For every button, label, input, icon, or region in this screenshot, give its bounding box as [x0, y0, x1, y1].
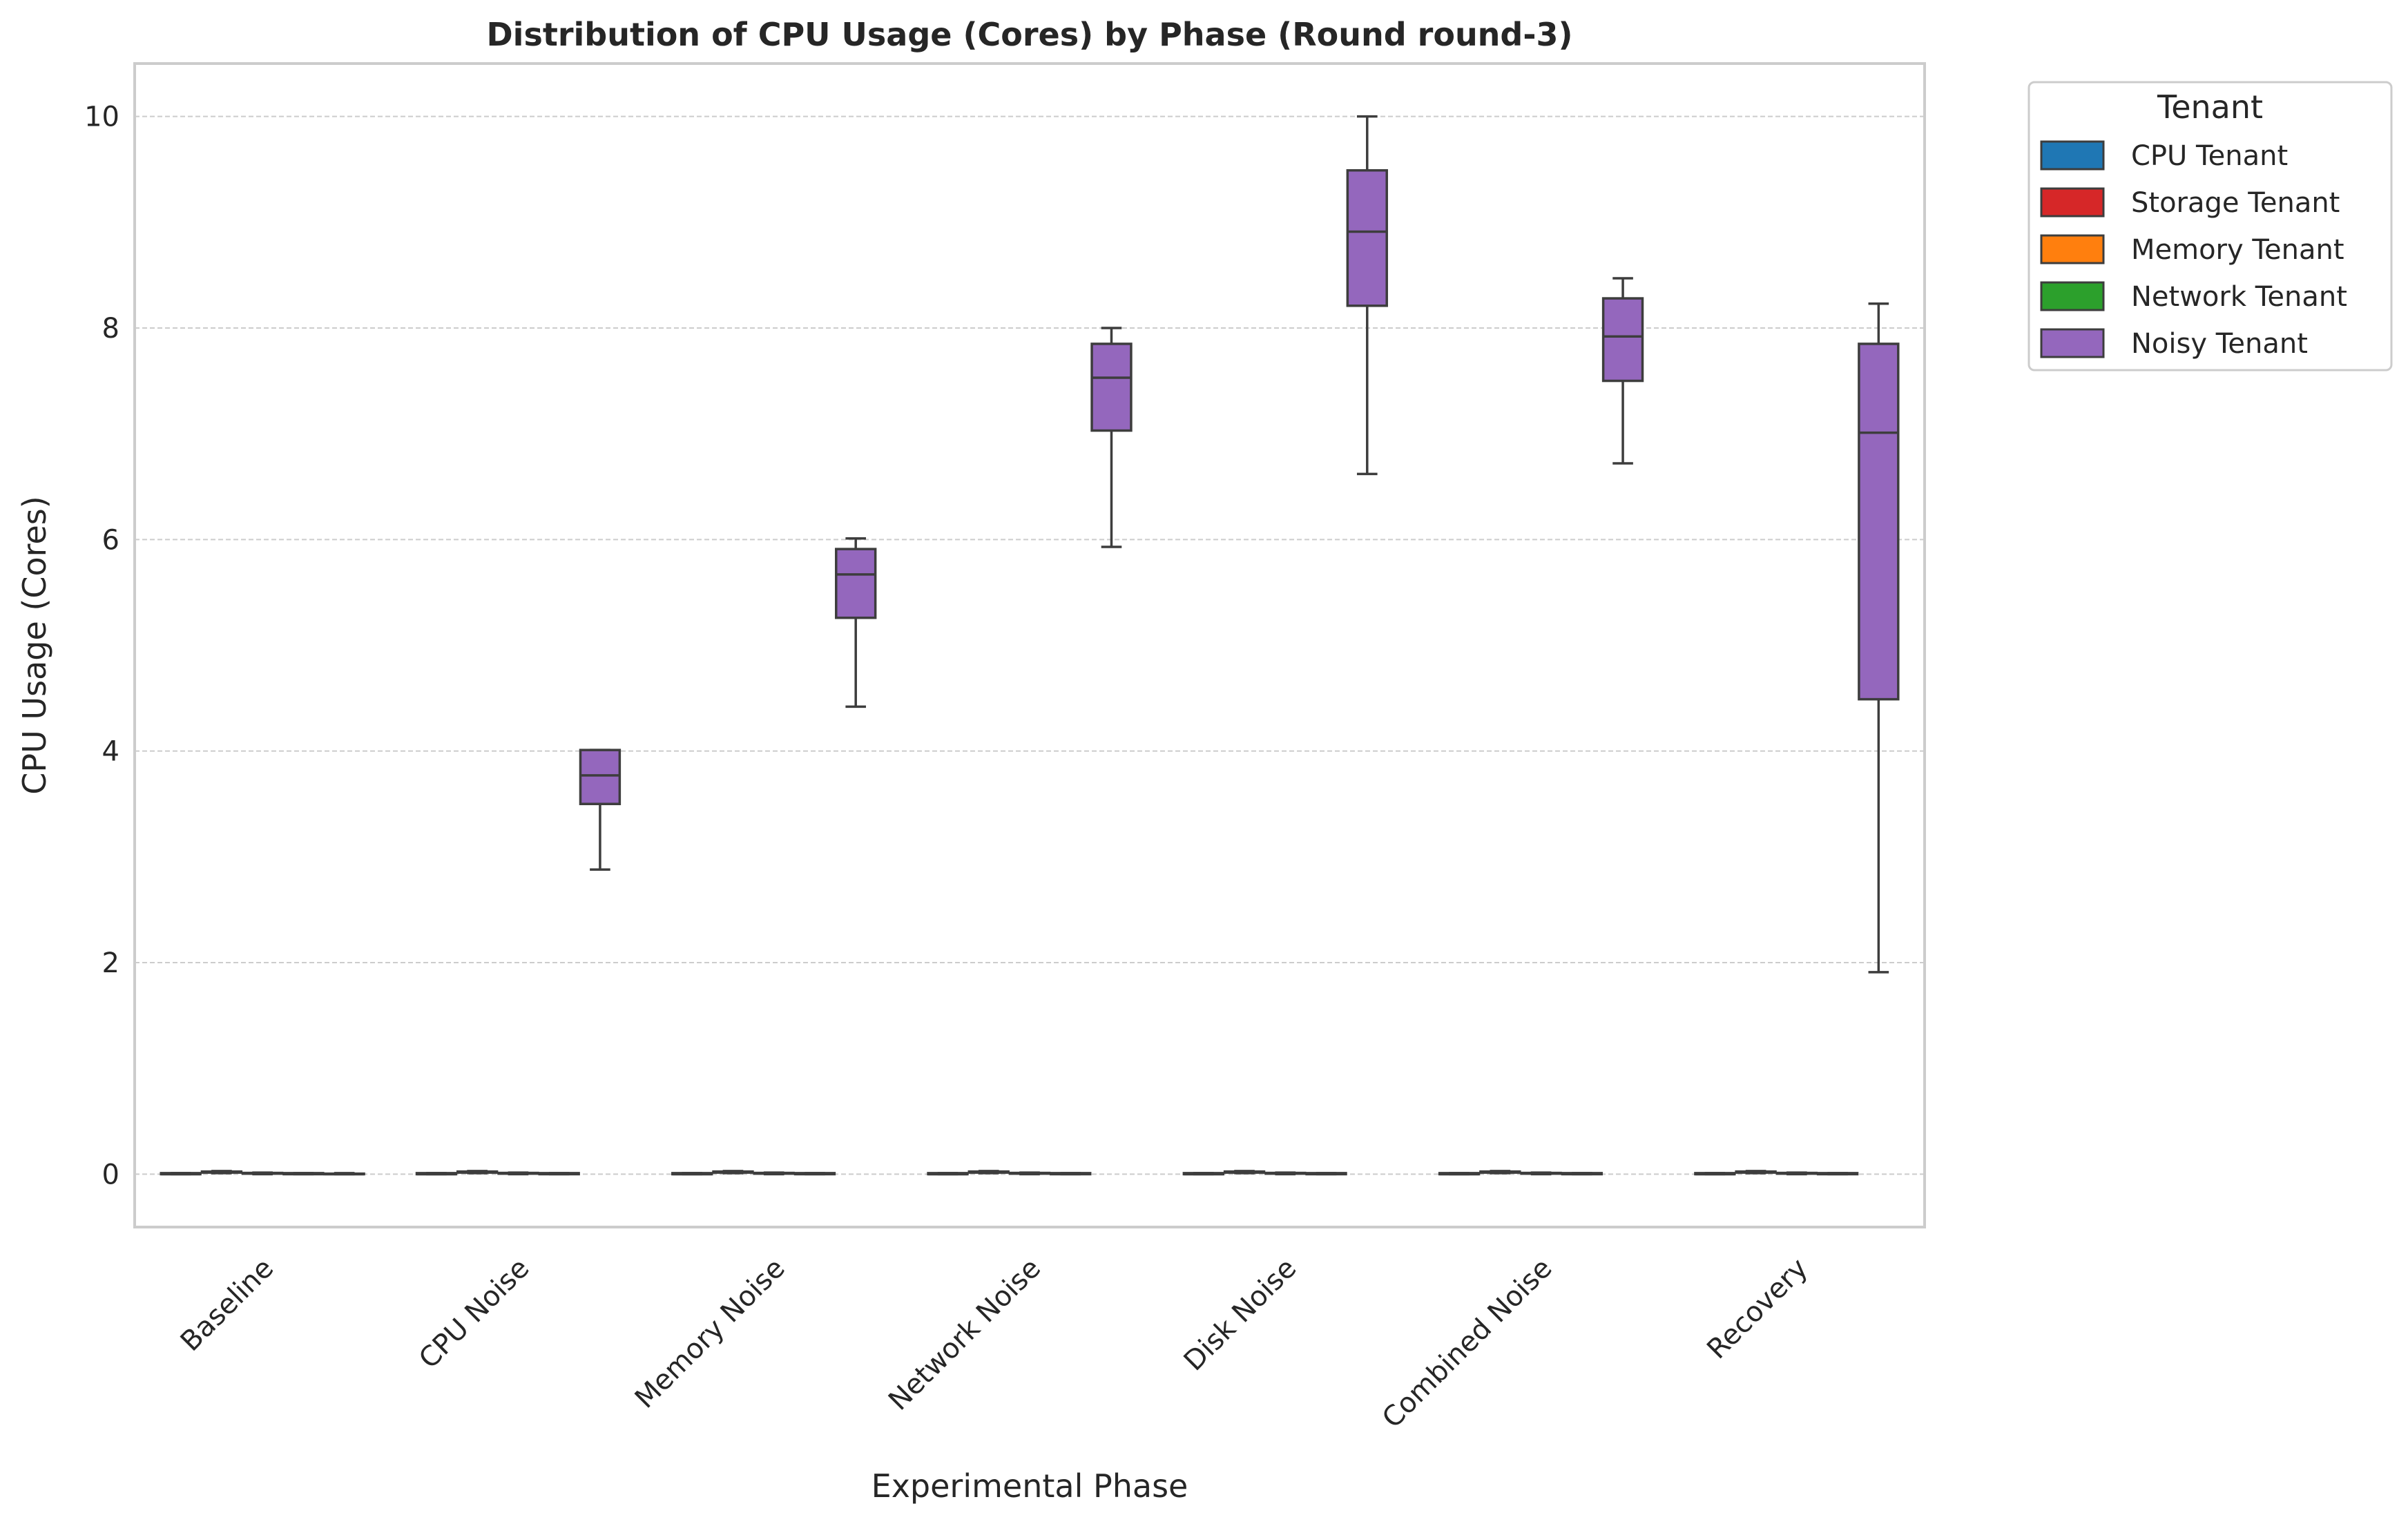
- x-tick-label: Combined Noise: [1376, 1253, 1559, 1435]
- x-axis-ticks: Baseline CPU Noise Memory Noise Network Noi…: [175, 1253, 1814, 1435]
- box-plots: [160, 115, 1900, 1176]
- legend-title: Tenant: [2157, 88, 2263, 126]
- x-axis-label: Experimental Phase: [871, 1467, 1188, 1505]
- legend-label: Network Tenant: [2131, 281, 2347, 313]
- gridlines: [135, 115, 1925, 1175]
- y-tick-label: 2: [102, 947, 119, 979]
- x-tick-label: Memory Noise: [629, 1253, 791, 1415]
- y-tick-label: 4: [102, 736, 119, 768]
- plot-frame: [133, 62, 1926, 1228]
- y-tick-label: 8: [102, 313, 119, 345]
- y-axis-ticks: 0 2 4 6 8 10: [84, 102, 119, 1191]
- x-tick-label: Recovery: [1701, 1253, 1814, 1366]
- legend-label: CPU Tenant: [2131, 140, 2288, 172]
- legend-swatch: [2040, 234, 2105, 264]
- x-tick-label: Network Noise: [883, 1253, 1047, 1417]
- box-body: [1601, 297, 1644, 383]
- legend-frame: [2027, 81, 2393, 372]
- y-tick-label: 6: [102, 524, 119, 556]
- y-axis-label: CPU Usage (Cores): [16, 496, 53, 794]
- legend-label: Storage Tenant: [2131, 187, 2340, 219]
- box-body: [1858, 343, 1900, 701]
- x-tick-label: CPU Noise: [413, 1253, 535, 1375]
- y-tick-label: 10: [84, 102, 119, 133]
- y-tick-label: 0: [102, 1159, 119, 1190]
- legend-swatch: [2040, 187, 2105, 218]
- legend-label: Noisy Tenant: [2131, 328, 2308, 360]
- legend-items: CPU Tenant Storage Tenant Memory Tenant Net…: [2040, 140, 2347, 360]
- box-body: [579, 749, 622, 806]
- legend-swatch: [2040, 281, 2105, 311]
- legend-swatch: [2040, 328, 2105, 358]
- x-tick-label: Disk Noise: [1178, 1253, 1303, 1378]
- legend-swatch: [2040, 140, 2105, 171]
- box-body: [1090, 343, 1133, 432]
- legend: Tenant CPU Tenant Storage Tenant Memory Te…: [2027, 81, 2393, 372]
- box-body: [835, 548, 877, 619]
- legend-label: Memory Tenant: [2131, 234, 2344, 266]
- x-tick-label: Baseline: [175, 1253, 280, 1358]
- box-body: [1346, 168, 1388, 307]
- chart-title: Distribution of CPU Usage (Cores) by Pha…: [487, 16, 1573, 53]
